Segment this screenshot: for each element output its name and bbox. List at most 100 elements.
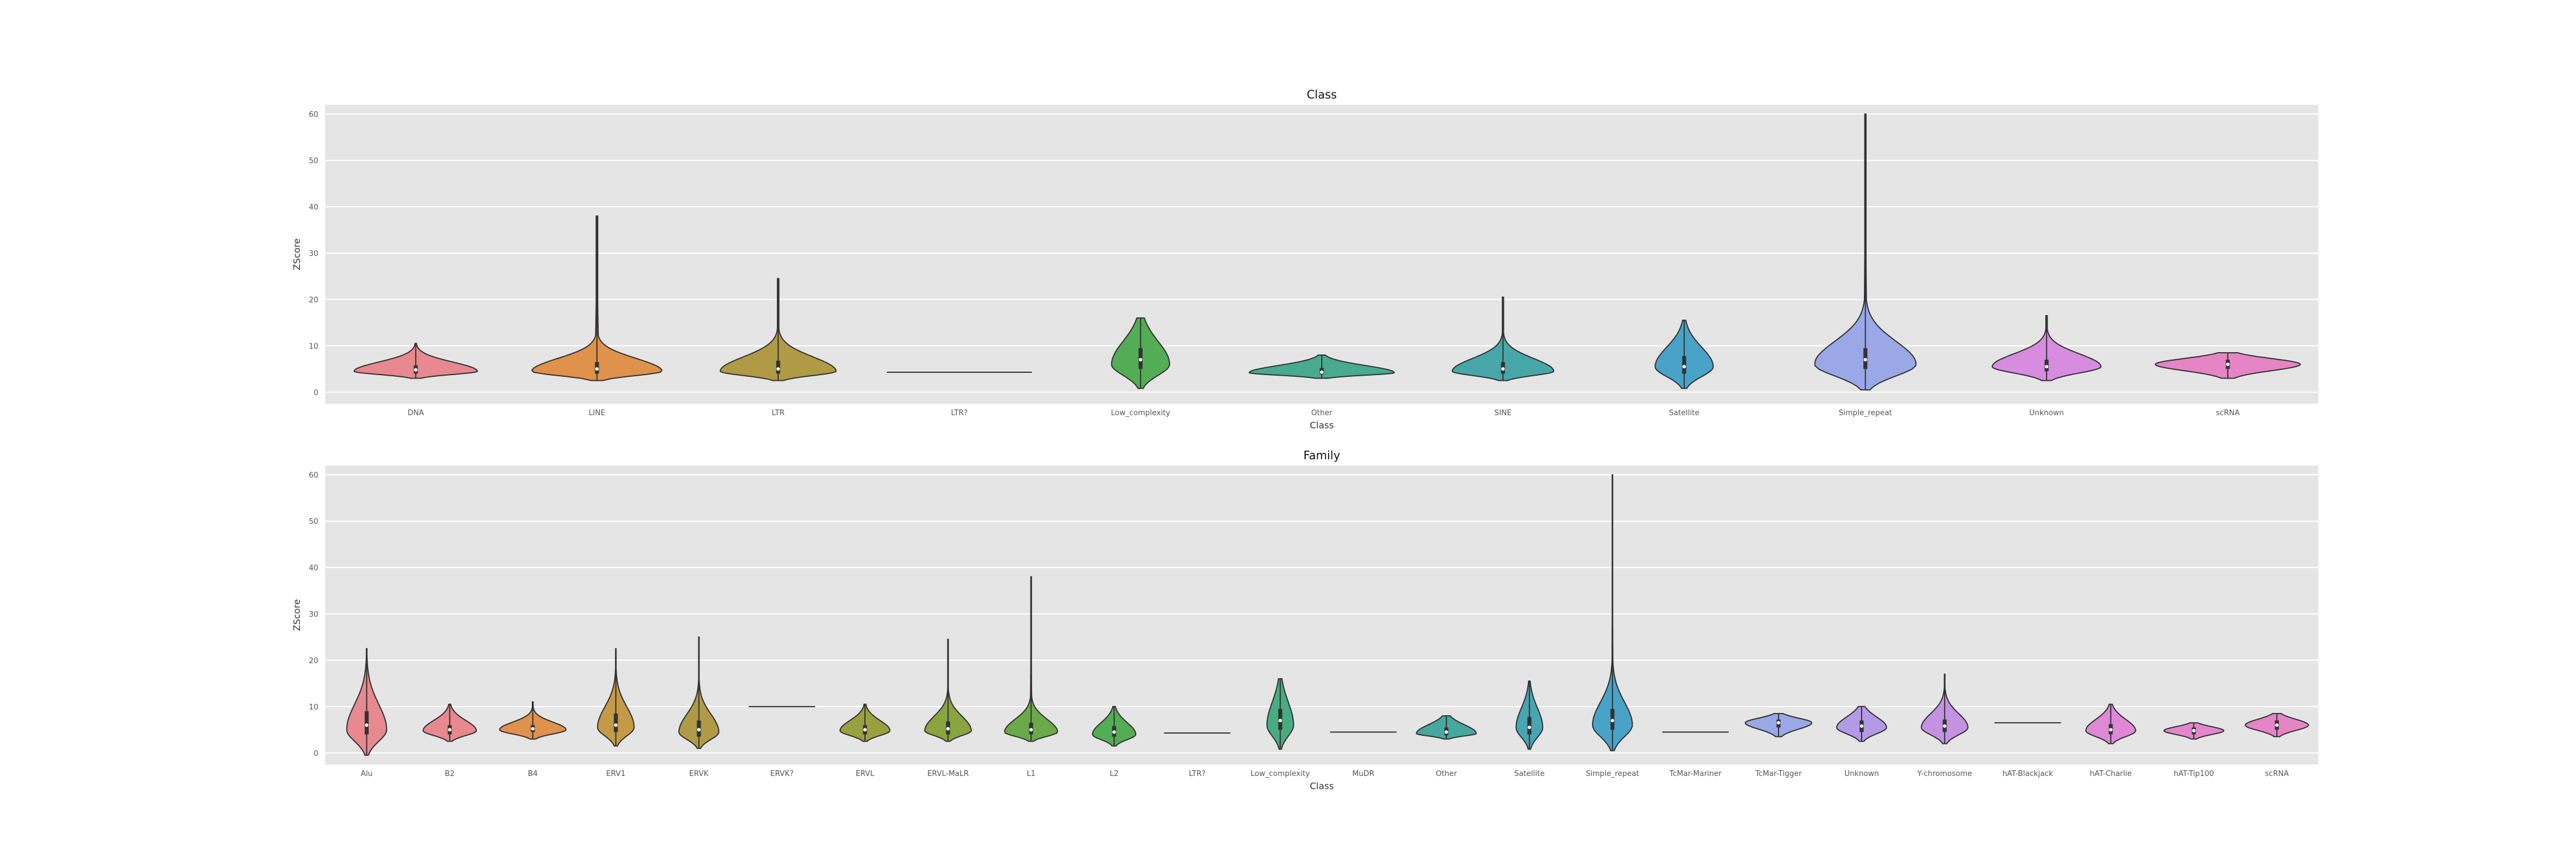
violin-median-dot (2192, 728, 2196, 732)
violin-median-dot (1527, 726, 1531, 730)
violin-scrna (2155, 352, 2301, 379)
x-tick-label: Other (1436, 770, 1457, 778)
violin-median-dot (2226, 362, 2230, 367)
violin-low-complexity (1266, 678, 1294, 750)
chart-title: Class (1307, 88, 1337, 101)
x-tick-label: Unknown (1844, 770, 1879, 778)
y-tick-label: 40 (309, 203, 318, 212)
violin-median-dot (1278, 719, 1282, 723)
violin-b4 (499, 701, 567, 740)
violin-y-chromosome (1921, 673, 1969, 744)
y-tick-label: 30 (309, 610, 318, 619)
violin-ltr (720, 278, 837, 381)
violin-sine (1451, 296, 1555, 381)
violin-median-dot (448, 728, 452, 732)
violin-median-dot (1682, 365, 1686, 369)
violin-unknown (1836, 706, 1887, 742)
violin-median-dot (2275, 723, 2279, 727)
y-tick-label: 60 (309, 471, 318, 480)
x-tick-label: Satellite (1669, 409, 1699, 417)
violin-iqr-box (776, 360, 780, 374)
violin-other (1416, 715, 1477, 740)
violin-median-dot (414, 368, 418, 372)
violin-iqr-box (365, 711, 369, 735)
x-tick-label: ERVL-MaLR (927, 770, 969, 778)
x-tick-label: Unknown (2029, 409, 2064, 417)
violin-low-complexity (1111, 317, 1171, 389)
x-tick-label: TcMar-Tigger (1755, 770, 1802, 778)
x-tick-label: LTR (772, 409, 784, 417)
violin-iqr-box (1527, 716, 1532, 735)
violin-iqr-box (1682, 356, 1686, 374)
plot-background (325, 105, 2318, 404)
violin-median-dot (776, 367, 780, 371)
violin-alu (346, 648, 388, 756)
plot-background (325, 466, 2318, 765)
x-tick-label: ERVL (856, 770, 875, 778)
violin-tcmar-tigger (1744, 713, 1813, 738)
violin-median-dot (1943, 724, 1947, 728)
x-tick-label: Simple_repeat (1586, 770, 1639, 778)
y-tick-label: 10 (309, 703, 318, 712)
violin-median-dot (863, 728, 867, 732)
violin-ervl (839, 703, 891, 742)
x-tick-label: LTR? (1189, 770, 1206, 778)
y-tick-label: 30 (309, 250, 318, 258)
violin-l1 (1003, 576, 1058, 742)
violin-median-dot (1320, 370, 1323, 374)
x-tick-label: B4 (528, 770, 538, 778)
violin-erv1 (596, 648, 635, 747)
x-tick-label: hAT-Blackjack (2002, 770, 2053, 778)
x-tick-label: Y-chromosome (1917, 770, 1972, 778)
x-tick-label: Low_complexity (1111, 409, 1171, 417)
violin-median-dot (2109, 728, 2113, 732)
x-tick-label: Low_complexity (1251, 770, 1310, 778)
y-tick-label: 40 (309, 564, 318, 573)
violin-hat-tip100 (2163, 722, 2225, 740)
violin-scrna (2245, 713, 2309, 738)
y-tick-label: 20 (309, 296, 318, 305)
x-tick-label: hAT-Charlie (2090, 770, 2132, 778)
violin-ervk (678, 636, 720, 749)
x-tick-label: L1 (1026, 770, 1036, 778)
x-tick-label: LINE (588, 409, 605, 417)
violin-median-dot (2045, 365, 2049, 369)
x-tick-label: TcMar-Mariner (1669, 770, 1722, 778)
x-tick-label: Alu (361, 770, 373, 778)
x-tick-label: Satellite (1514, 770, 1544, 778)
violin-iqr-box (614, 713, 618, 732)
x-tick-label: Other (1311, 409, 1333, 417)
violin-median-dot (595, 367, 599, 371)
violin-ervl-malr (924, 639, 972, 742)
violin-median-dot (1444, 730, 1448, 734)
x-tick-label: scRNA (2216, 409, 2240, 417)
chart-panel-class: 0 10 20 30 40 50 60 Class Class ZScore DNA LINE LTR L… (291, 88, 2318, 431)
x-tick-label: ERVK (689, 770, 709, 778)
violin-median-dot (1501, 367, 1505, 371)
violin-simple-repeat (1592, 474, 1633, 751)
violin-median-dot (614, 723, 618, 727)
violin-unknown (1992, 315, 2102, 381)
violin-median-dot (1860, 724, 1864, 728)
y-tick-label: 50 (309, 157, 318, 166)
x-axis-label: Class (1310, 781, 1334, 791)
violin-hat-charlie (2085, 703, 2136, 744)
violin-satellite (1654, 320, 1714, 389)
violin-l2 (1092, 706, 1136, 747)
violin-simple-repeat (1814, 113, 1917, 391)
x-tick-label: L2 (1110, 770, 1119, 778)
violin-median-dot (531, 727, 535, 731)
x-tick-label: LTR? (951, 409, 967, 417)
x-tick-label: Simple_repeat (1839, 409, 1892, 417)
y-tick-label: 0 (314, 389, 318, 397)
y-axis-label: ZScore (291, 599, 302, 631)
y-tick-label: 60 (309, 111, 318, 119)
y-tick-label: 0 (314, 750, 318, 758)
violin-satellite (1515, 680, 1543, 750)
violin-b2 (422, 703, 477, 742)
violin-median-dot (1610, 719, 1614, 723)
x-tick-label: B2 (445, 770, 455, 778)
violin-median-dot (1139, 358, 1143, 362)
y-axis-label: ZScore (291, 238, 302, 270)
